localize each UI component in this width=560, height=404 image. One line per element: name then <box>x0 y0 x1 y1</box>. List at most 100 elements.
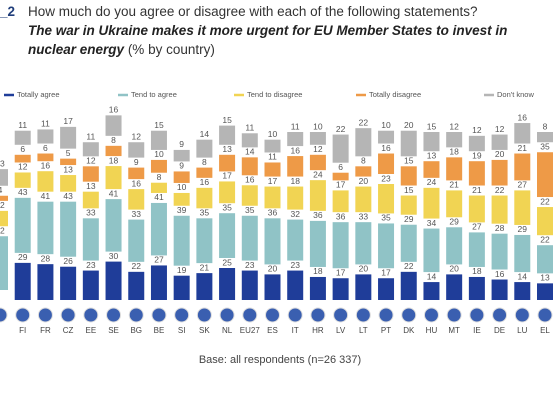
value-label: 27 <box>518 180 528 190</box>
value-label: 14 <box>518 271 528 281</box>
bar-segment <box>196 167 213 178</box>
flag <box>423 307 439 323</box>
value-label: 33 <box>359 211 369 221</box>
flag <box>106 307 122 323</box>
value-label: 35 <box>200 208 210 218</box>
subtitle-unit: (% by country) <box>127 42 215 57</box>
bar-segment <box>128 142 145 158</box>
x-tick-label: BE <box>154 326 165 335</box>
bar-segment <box>491 233 508 270</box>
bar-segment <box>378 278 395 300</box>
value-label: 14 <box>427 271 437 281</box>
value-label: 39 <box>177 205 187 215</box>
value-label: 22 <box>359 117 369 127</box>
bar-segment <box>400 224 417 262</box>
value-label: 34 <box>427 218 437 228</box>
x-tick-label: SI <box>178 326 186 335</box>
value-label: 20 <box>404 120 414 130</box>
bar-segment <box>14 197 31 253</box>
value-label: 19 <box>177 265 187 275</box>
value-label: 17 <box>381 267 391 277</box>
value-label: 32 <box>290 209 300 219</box>
x-tick-label: IE <box>473 326 481 335</box>
bar-segment <box>14 130 31 145</box>
value-label: 11 <box>245 123 254 133</box>
bar-segment <box>219 125 236 145</box>
bar-segment <box>332 172 349 181</box>
value-label: 12 <box>86 156 96 166</box>
bar-segment <box>173 192 190 206</box>
bar-segment <box>332 222 349 269</box>
x-tick-label: ES <box>267 326 278 335</box>
bar-segment <box>196 273 213 300</box>
bar-segment <box>196 139 213 158</box>
bar-segment <box>82 166 99 182</box>
value-label: 17 <box>336 267 346 277</box>
bar-segment <box>468 276 485 300</box>
value-label: 29 <box>404 214 414 224</box>
bar-segment <box>537 132 553 143</box>
legend-label: Tend to agree <box>131 90 177 99</box>
bar-segment <box>287 270 304 300</box>
value-label: 8 <box>361 156 366 166</box>
flag <box>37 307 53 323</box>
bar-segment <box>400 166 417 186</box>
value-label: 10 <box>154 149 164 159</box>
bar-segment <box>37 264 54 300</box>
value-label: 16 <box>200 177 210 187</box>
value-label: 17 <box>222 171 232 181</box>
bar-segment <box>514 234 531 273</box>
x-tick-label: CZ <box>63 326 74 335</box>
bar-segment <box>150 159 167 173</box>
bar-segment <box>241 157 258 176</box>
value-label: 10 <box>313 121 323 131</box>
bar-segment <box>537 283 553 300</box>
x-tick-label: EL <box>540 326 550 335</box>
value-label: 22 <box>495 185 505 195</box>
x-tick-label: SE <box>108 326 119 335</box>
bar-segment <box>491 279 508 300</box>
bar-segment <box>309 132 326 145</box>
bar-segment <box>173 275 190 300</box>
bar-segment <box>446 190 463 218</box>
value-label: 21 <box>449 180 459 190</box>
x-tick-label: SK <box>199 326 210 335</box>
flag <box>310 307 326 323</box>
flag <box>128 307 144 323</box>
value-label: 11 <box>18 120 27 130</box>
value-label: 16 <box>109 105 119 115</box>
value-label: 29 <box>449 217 459 227</box>
bar-segment <box>355 128 372 157</box>
bar-segment <box>355 166 372 177</box>
value-label: 41 <box>154 192 164 202</box>
flag <box>446 307 462 323</box>
value-label: 41 <box>109 188 119 198</box>
legend-label: Totally agree <box>17 90 60 99</box>
value-label: 12 <box>18 162 28 172</box>
bar-segment <box>446 157 463 181</box>
value-label: 17 <box>268 176 278 186</box>
bar-segment <box>82 270 99 300</box>
value-label: 33 <box>132 209 142 219</box>
bar-segment <box>241 133 258 148</box>
flag <box>242 307 258 323</box>
value-label: 13 <box>0 158 5 168</box>
bar-segment <box>514 190 531 225</box>
value-label: 12 <box>449 121 459 131</box>
legend-label: Totally disagree <box>369 90 421 99</box>
x-tick-label: HR <box>312 326 324 335</box>
subtitle: The war in Ukraine makes it more urgent … <box>28 23 508 57</box>
bar-segment <box>309 154 326 171</box>
value-label: 28 <box>41 253 51 263</box>
bar-segment <box>537 245 553 274</box>
bar-segment <box>196 218 213 264</box>
value-label: 4 <box>0 185 3 195</box>
bar-segment <box>537 152 553 198</box>
value-label: 29 <box>18 252 28 262</box>
bar-segment <box>105 145 122 157</box>
value-label: 20 <box>359 264 369 274</box>
value-label: 35 <box>222 202 232 212</box>
bar-segment <box>0 236 8 290</box>
flag <box>83 307 99 323</box>
